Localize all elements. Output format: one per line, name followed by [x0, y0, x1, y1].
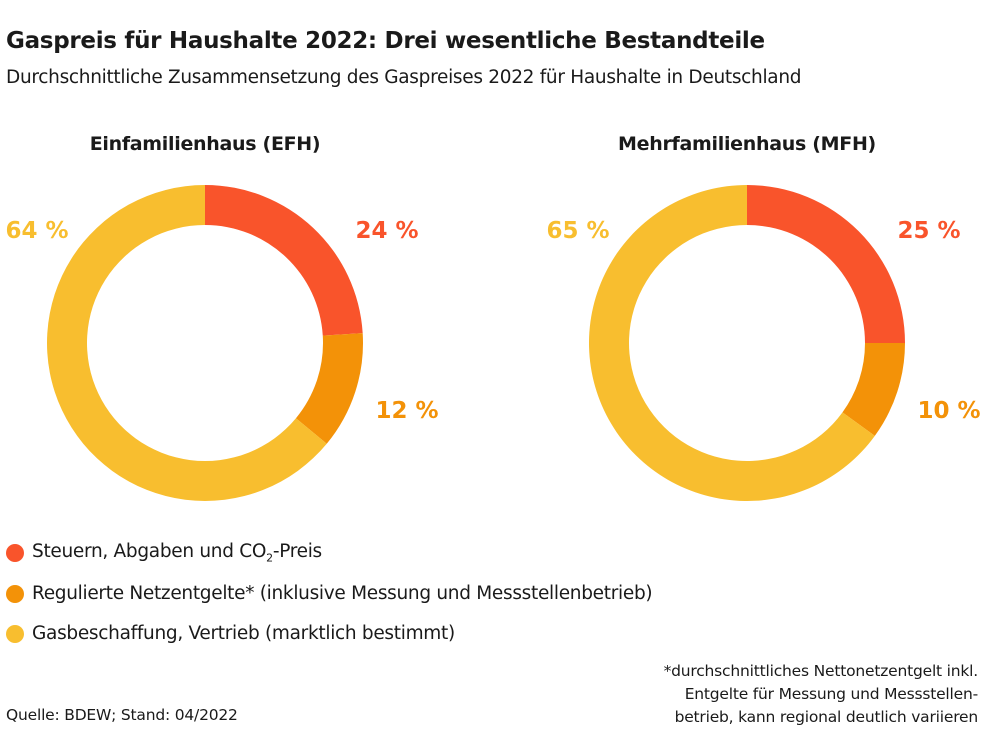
- source: Quelle: BDEW; Stand: 04/2022: [6, 706, 238, 724]
- donut-segment-mfh-1: [842, 343, 905, 436]
- efh-title: Einfamilienhaus (EFH): [89, 133, 321, 155]
- data-label-mfh-2: 65 %: [546, 218, 609, 244]
- data-label-efh-2: 64 %: [5, 218, 68, 244]
- footnote-line: Entgelte für Messung und Messstellen-: [684, 685, 979, 703]
- footnote-line: *durchschnittliches Nettonetzentgelt ink…: [663, 662, 979, 680]
- legend-item-taxes: Steuern, Abgaben und CO2-Preis: [6, 541, 322, 565]
- footnote-line: betrieb, kann regional deutlich variiere…: [674, 708, 979, 726]
- data-label-efh-0: 24 %: [355, 218, 418, 244]
- chart-title: Gaspreis für Haushalte 2022: Drei wesent…: [6, 28, 765, 54]
- footnote: *durchschnittliches Nettonetzentgelt ink…: [663, 660, 979, 729]
- data-label-mfh-0: 25 %: [897, 218, 960, 244]
- data-label-mfh-1: 10 %: [917, 398, 980, 424]
- legend-label: Regulierte Netzentgelte* (inklusive Mess…: [32, 583, 653, 604]
- legend-item-procurement: Gasbeschaffung, Vertrieb (marktlich best…: [6, 623, 455, 644]
- donut-segment-efh-0: [205, 185, 363, 336]
- chart-subtitle: Durchschnittliche Zusammensetzung des Ga…: [6, 67, 802, 88]
- donut-segment-efh-2: [46, 185, 327, 502]
- data-label-efh-1: 12 %: [375, 398, 438, 424]
- legend-swatch-taxes: [6, 543, 24, 562]
- legend-label: Steuern, Abgaben und CO2-Preis: [32, 541, 322, 565]
- legend-item-grid-fees: Regulierte Netzentgelte* (inklusive Mess…: [6, 583, 653, 604]
- mfh-title: Mehrfamilienhaus (MFH): [618, 133, 876, 155]
- donut-segment-mfh-0: [747, 185, 905, 343]
- donut-segment-efh-1: [295, 333, 363, 444]
- legend-label: Gasbeschaffung, Vertrieb (marktlich best…: [32, 623, 455, 644]
- legend-swatch-grid-fees: [6, 584, 24, 603]
- legend-swatch-procurement: [6, 624, 24, 643]
